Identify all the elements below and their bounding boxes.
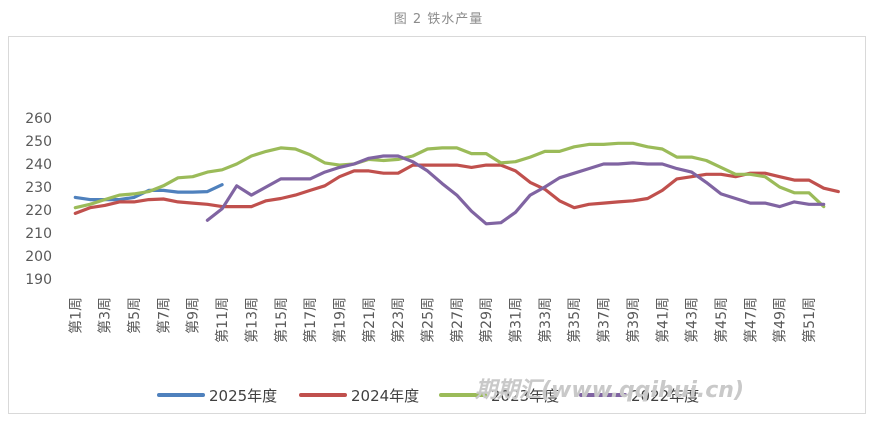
- figure-caption: 图 2 铁水产量: [393, 12, 484, 27]
- x-tick-label: 第47周: [742, 297, 759, 343]
- iron-output-line-chart: 190 200 210 220 230 240 250 260 第1周 第3周 第5周 第7周 第9周…: [25, 111, 840, 405]
- x-tick-label: 第9周: [185, 297, 202, 334]
- legend: 2025年度 2024年度 2023年度 2022年度: [157, 387, 699, 405]
- chart-frame: 190 200 210 220 230 240 250 260 第1周 第3周 第5周 第7周 第9周…: [8, 36, 866, 414]
- x-tick-label: 第31周: [508, 297, 525, 343]
- x-tick-label: 第1周: [67, 297, 84, 334]
- x-tick-label: 第17周: [302, 297, 319, 343]
- x-axis: 第1周 第3周 第5周 第7周 第9周 第11周 第13周 第15周 第17周 第19周 第21周第…: [67, 297, 818, 343]
- series-layer: [73, 141, 840, 226]
- x-tick-label: 第7周: [155, 297, 172, 334]
- x-tick-label: 第5周: [126, 297, 143, 334]
- legend-label: 2024年度: [351, 387, 419, 405]
- x-tick-label: 第3周: [97, 297, 114, 334]
- x-tick-label: 第37周: [596, 297, 613, 343]
- legend-label: 2022年度: [631, 387, 699, 405]
- x-tick-label: 第29周: [478, 297, 495, 343]
- y-tick-label: 190: [25, 272, 52, 288]
- y-axis: 190 200 210 220 230 240 250 260: [25, 111, 52, 288]
- x-tick-label: 第51周: [801, 297, 818, 343]
- x-tick-label: 第11周: [214, 297, 231, 343]
- watermark-text: 期期汇(www.qqihui.cn): [475, 378, 744, 403]
- legend-label: 2023年度: [491, 387, 559, 405]
- x-tick-label: 第21周: [361, 297, 378, 343]
- y-tick-label: 250: [25, 134, 52, 150]
- y-tick-label: 220: [25, 203, 52, 219]
- x-tick-label: 第39周: [625, 297, 642, 343]
- y-tick-label: 260: [25, 111, 52, 127]
- series-line-1: [73, 163, 840, 215]
- y-tick-label: 240: [25, 157, 52, 173]
- x-tick-label: 第19周: [331, 297, 348, 343]
- x-tick-label: 第33周: [537, 297, 554, 343]
- x-tick-label: 第41周: [654, 297, 671, 343]
- y-tick-label: 200: [25, 249, 52, 265]
- y-tick-label: 210: [25, 226, 52, 242]
- x-tick-label: 第15周: [273, 297, 290, 343]
- x-tick-label: 第27周: [449, 297, 466, 343]
- x-tick-label: 第23周: [390, 297, 407, 343]
- x-tick-label: 第49周: [772, 297, 789, 343]
- x-tick-label: 第35周: [566, 297, 583, 343]
- series-line-3: [205, 154, 826, 226]
- x-tick-label: 第45周: [713, 297, 730, 343]
- x-tick-label: 第43周: [684, 297, 701, 343]
- y-tick-label: 230: [25, 180, 52, 196]
- series-line-2: [73, 141, 826, 210]
- x-tick-label: 第25周: [419, 297, 436, 343]
- legend-label: 2025年度: [209, 387, 277, 405]
- x-tick-label: 第13周: [243, 297, 260, 343]
